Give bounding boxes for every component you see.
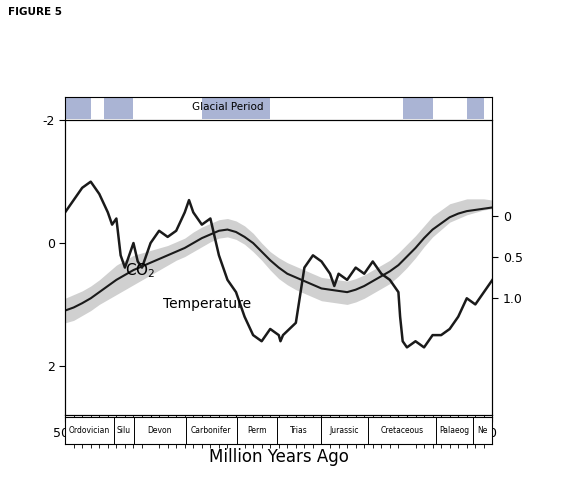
Text: Ordovician: Ordovician (69, 426, 110, 436)
Text: Ne: Ne (477, 426, 488, 436)
Text: Silu: Silu (117, 426, 131, 436)
Bar (65, 97, 91, 119)
Text: Carbonifer: Carbonifer (191, 426, 231, 436)
Bar (202, 97, 270, 119)
Bar (467, 97, 484, 119)
Text: Perm: Perm (247, 426, 267, 436)
Text: Trias: Trias (290, 426, 308, 436)
Bar (104, 97, 134, 119)
Text: Glacial Period: Glacial Period (192, 102, 263, 112)
Text: Palaeog: Palaeog (439, 426, 469, 436)
Bar (402, 97, 432, 119)
Text: Temperature: Temperature (164, 298, 251, 311)
Text: Jurassic: Jurassic (330, 426, 359, 436)
X-axis label: Million Years Ago: Million Years Ago (209, 448, 349, 466)
Text: Cretaceous: Cretaceous (381, 426, 424, 436)
Text: FIGURE 5: FIGURE 5 (8, 7, 62, 17)
Text: CO$_2$: CO$_2$ (125, 261, 156, 280)
Text: Devon: Devon (148, 426, 172, 436)
